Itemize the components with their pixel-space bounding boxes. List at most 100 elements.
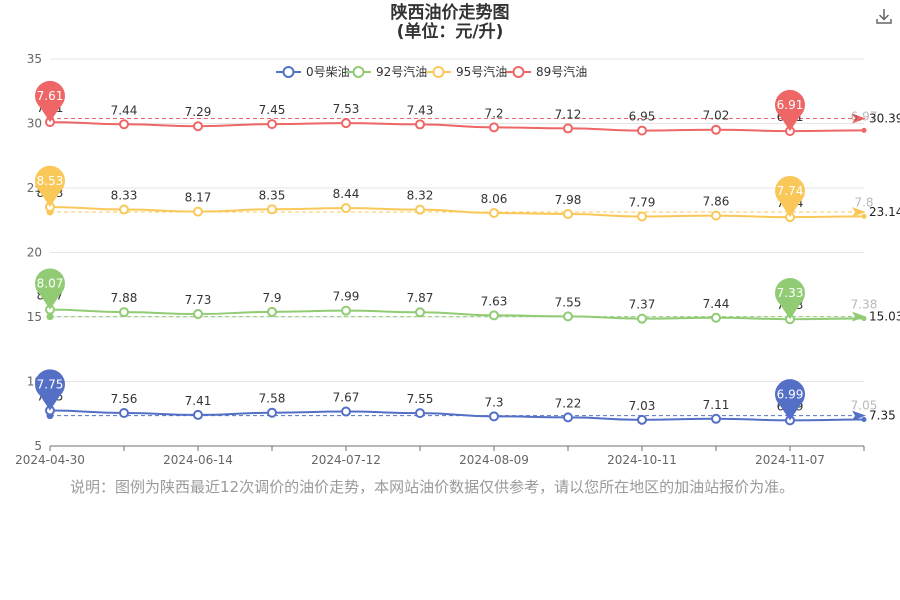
data-point (193, 121, 203, 132)
data-point (341, 118, 351, 129)
data-point (489, 411, 499, 422)
legend-swatch-marker (432, 66, 445, 78)
x-tick-label: 2024-08-09 (459, 453, 529, 467)
data-point (489, 208, 499, 219)
data-point (861, 213, 867, 219)
max-pin-label: 8.07 (37, 277, 64, 291)
data-label: 6.95 (629, 110, 656, 124)
data-point (267, 306, 277, 317)
data-label: 7.86 (703, 195, 730, 209)
average-label: 23.14 (869, 205, 900, 219)
max-pin (35, 80, 65, 123)
data-label: 7.11 (703, 398, 730, 412)
data-label: 7.99 (333, 290, 360, 304)
data-label: 7.43 (407, 103, 434, 117)
legend-swatch-marker (512, 66, 525, 78)
data-point (341, 305, 351, 316)
max-pin (35, 369, 65, 411)
data-label: 7.02 (703, 109, 730, 123)
data-point (489, 122, 499, 133)
min-pin (775, 175, 806, 218)
data-label: 7.67 (333, 391, 360, 405)
max-pin-label: 7.61 (37, 89, 64, 103)
data-point (861, 417, 867, 423)
x-tick-label: 2024-07-12 (311, 453, 381, 467)
average-line-arrow (852, 113, 866, 124)
average-label: 30.39 (869, 111, 900, 125)
average-line-arrow (852, 410, 866, 421)
data-label: 7.53 (333, 102, 360, 116)
data-label: 7.05 (851, 399, 878, 413)
data-label: 7.9 (262, 291, 281, 305)
x-tick-label: 2024-04-30 (15, 453, 85, 467)
data-point (119, 204, 129, 215)
average-line-start (46, 313, 54, 321)
data-point (415, 204, 425, 215)
data-label: 7.22 (555, 396, 582, 410)
data-label: 7.03 (629, 399, 656, 413)
series-line (49, 121, 865, 133)
data-point (119, 407, 129, 418)
legend-label: 0号柴油 (306, 65, 350, 79)
data-point (193, 409, 203, 420)
legend-label: 95号汽油 (456, 64, 507, 79)
data-point (563, 209, 573, 220)
min-pin-label: 6.99 (777, 387, 804, 401)
data-label: 8.35 (259, 188, 286, 202)
data-point (193, 309, 203, 320)
y-tick-label: 30 (27, 117, 42, 131)
data-point (415, 119, 425, 130)
min-pin-label: 6.91 (777, 98, 804, 112)
data-label: 8.32 (407, 189, 434, 203)
max-pin (35, 165, 65, 207)
download-icon[interactable] (874, 6, 894, 26)
data-label: 7.44 (703, 297, 730, 311)
average-line-arrow (852, 311, 866, 322)
download-icon-glyph (876, 9, 892, 24)
data-point (711, 413, 721, 424)
average-label: 7.35 (869, 409, 896, 423)
data-point (711, 210, 721, 221)
chart-note: 说明：图例为陕西最近12次调价的油价走势，本网站油价数据仅供参考，请以您所在地区… (70, 478, 795, 496)
data-label: 7.44 (111, 103, 138, 117)
data-label: 7.2 (484, 106, 503, 120)
chart-title: 陕西油价走势图 (单位：元/升) (0, 4, 900, 42)
data-label: 7.87 (407, 291, 434, 305)
data-label: 6.97 (851, 109, 878, 123)
data-point (711, 312, 721, 323)
data-point (415, 408, 425, 419)
x-tick-label: 2024-11-07 (755, 453, 825, 467)
min-pin (775, 379, 806, 421)
data-label: 7.8 (854, 195, 873, 209)
data-label: 8.33 (111, 189, 138, 203)
data-label: 7.98 (555, 193, 582, 207)
series-line (49, 308, 865, 321)
min-pin (775, 89, 806, 132)
data-label: 7.79 (629, 196, 656, 210)
y-tick-label: 15 (27, 310, 42, 324)
y-tick-label: 5 (34, 439, 42, 453)
data-point (489, 310, 499, 321)
data-point (861, 127, 867, 133)
series-line (49, 205, 865, 219)
data-point (563, 123, 573, 134)
data-label: 7.63 (481, 294, 508, 308)
y-tick-label: 20 (27, 246, 42, 260)
x-tick-label: 2024-06-14 (163, 453, 233, 467)
data-label: 7.38 (851, 298, 878, 312)
legend-label: 89号汽油 (536, 64, 587, 79)
data-point (563, 311, 573, 322)
legend-label: 92号汽油 (376, 64, 427, 79)
series-line (49, 409, 865, 422)
data-label: 7.3 (484, 395, 503, 409)
data-point (637, 313, 647, 324)
data-label: 8.06 (481, 192, 508, 206)
data-point (637, 125, 647, 136)
data-point (711, 124, 721, 135)
min-pin-label: 7.74 (777, 184, 804, 198)
min-pin (775, 278, 806, 320)
max-pin-label: 8.53 (37, 174, 64, 188)
data-label: 7.73 (185, 293, 212, 307)
legend-swatch-marker (352, 66, 365, 78)
